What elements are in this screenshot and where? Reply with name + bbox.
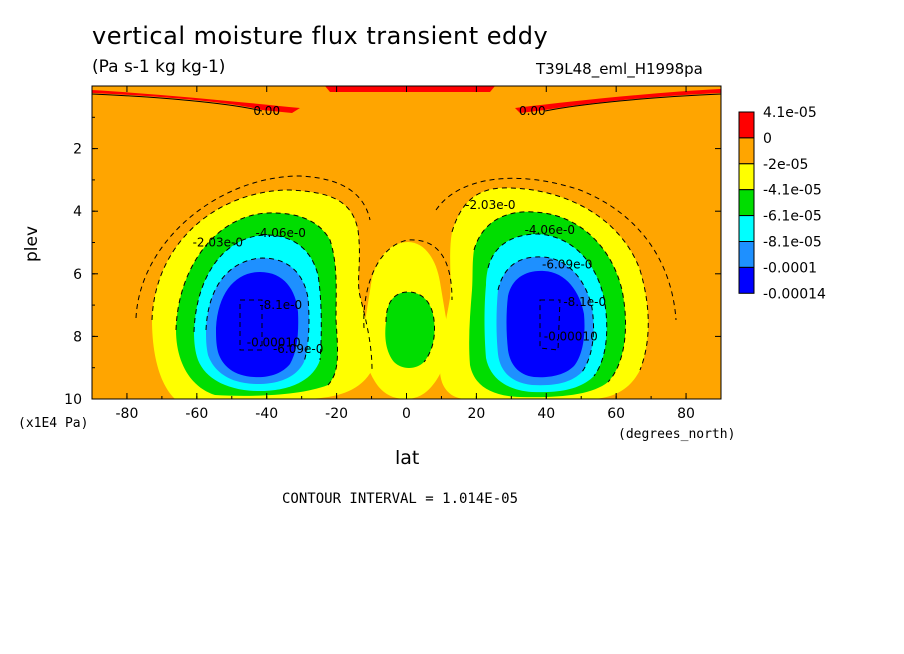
x-tick-label: 20 — [467, 406, 485, 422]
contour-line — [193, 234, 322, 361]
x-tick-label: 80 — [677, 406, 695, 422]
contour-label: -0.00010 — [544, 329, 598, 343]
legend-swatch — [738, 163, 755, 191]
contour-label: -2.03e-0 — [465, 198, 515, 212]
contour-line — [435, 177, 677, 321]
contour-label: 0.00 — [253, 104, 280, 118]
filled-contours — [92, 86, 721, 399]
positive-band-right — [515, 89, 721, 113]
legend-swatch — [738, 189, 755, 217]
contour-label: -4.06e-0 — [525, 223, 575, 237]
x-tick-label: 0 — [402, 406, 411, 422]
contour-line — [205, 257, 310, 363]
contour-interval: CONTOUR INTERVAL = 1.014E-05 — [282, 491, 519, 507]
contour-labels: 0.00 0.00-2.03e-0-4.06e-0-8.1e-0-0.00010-… — [193, 104, 607, 356]
legend-swatch — [738, 137, 755, 165]
contour-line — [451, 187, 649, 371]
contour-line — [92, 93, 263, 112]
x-tick-label: 60 — [607, 406, 625, 422]
y-tick-label: 6 — [73, 267, 82, 283]
y-tick-label: 4 — [73, 204, 82, 220]
colorbar-legend: 4.1e-05 0 -2e-05 -4.1e-05 -6.1e-05 -8.1e-05 -0… — [738, 105, 826, 302]
x-tick-label: -20 — [325, 406, 348, 422]
x-axis-units: (degrees_north) — [618, 427, 736, 442]
legend-swatch — [738, 241, 755, 268]
contour-label: -6.09e-0 — [542, 257, 592, 271]
y-axis: 2 4 6 8 10 — [64, 116, 721, 408]
contour-line — [385, 291, 435, 363]
x-tick-label: 40 — [537, 406, 555, 422]
positive-band-top — [325, 86, 495, 92]
legend-label: -8.1e-05 — [763, 235, 822, 251]
legend-swatch — [738, 111, 755, 139]
legend-label: 0 — [763, 131, 772, 147]
x-axis: -80 -60 -40 -20 0 20 40 60 80 — [91, 86, 722, 422]
legend-swatch — [738, 266, 755, 294]
central-green — [385, 292, 435, 368]
legend-label: -2e-05 — [763, 157, 808, 173]
contour-label: -0.00010 — [247, 336, 301, 350]
left-cell-blue — [216, 272, 299, 378]
positive-band-left — [92, 90, 300, 113]
right-cell-blue — [506, 270, 585, 378]
legend-label: -4.1e-05 — [763, 183, 822, 199]
y-axis-units: (x1E4 Pa) — [18, 416, 89, 431]
contour-line — [497, 256, 595, 373]
chart-units: (Pa s-1 kg kg-1) — [92, 57, 226, 77]
y-tick-label: 8 — [73, 329, 82, 345]
contour-line — [151, 189, 373, 371]
y-tick-label: 10 — [64, 392, 82, 408]
legend-label: -6.1e-05 — [763, 209, 822, 225]
contour-line — [239, 299, 263, 351]
contour-line — [135, 175, 371, 319]
legend-label: -0.00014 — [763, 286, 826, 302]
legend-label: 4.1e-05 — [763, 105, 817, 121]
legend-swatch — [738, 215, 755, 243]
contour-label: -8.1e-0 — [563, 295, 606, 309]
contour-label: -4.06e-0 — [255, 226, 305, 240]
contour-lines — [135, 175, 677, 386]
contour-line — [473, 211, 627, 383]
contour-label: -2.03e-0 — [193, 236, 243, 250]
contour-label: 0.00 — [519, 104, 546, 118]
contour-label: -8.1e-0 — [259, 298, 302, 312]
x-tick-label: -40 — [255, 406, 278, 422]
y-tick-label: 2 — [73, 142, 82, 158]
x-tick-label: -60 — [185, 406, 208, 422]
x-tick-label: -80 — [116, 406, 139, 422]
x-axis-label: lat — [395, 447, 420, 469]
contour-line — [539, 299, 561, 351]
dataset-name: T39L48_eml_H1998pa — [536, 60, 703, 78]
zero-contours — [92, 93, 721, 112]
contour-label: -6.09e-0 — [273, 342, 323, 356]
contour-line — [544, 93, 721, 112]
contour-line — [487, 233, 608, 377]
contour-line — [175, 212, 338, 386]
chart-title: vertical moisture flux transient eddy — [92, 22, 549, 50]
legend-label: -0.0001 — [763, 260, 817, 276]
